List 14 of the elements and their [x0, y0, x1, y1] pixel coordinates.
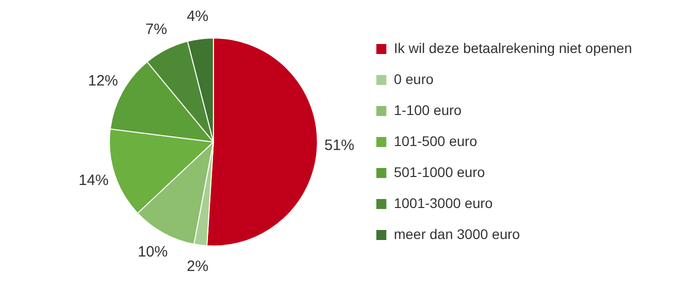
data-label: 14% — [78, 172, 109, 190]
legend-label: 1-100 euro — [394, 102, 462, 118]
legend-label: meer dan 3000 euro — [394, 226, 520, 242]
data-label: 4% — [186, 8, 208, 26]
data-label: 10% — [138, 244, 168, 261]
legend-label: 101-500 euro — [394, 132, 478, 149]
data-label: 2% — [186, 258, 208, 276]
data-label: 51% — [324, 137, 354, 154]
data-label: 12% — [88, 72, 118, 90]
legend-label: 0 euro — [394, 70, 434, 87]
legend-label: 1001-3000 euro — [394, 194, 493, 211]
legend-label: Ik wil deze betaalrekening niet openen — [394, 40, 632, 56]
legend-label: 501-1000 euro — [394, 164, 486, 180]
data-label: 7% — [145, 20, 168, 38]
